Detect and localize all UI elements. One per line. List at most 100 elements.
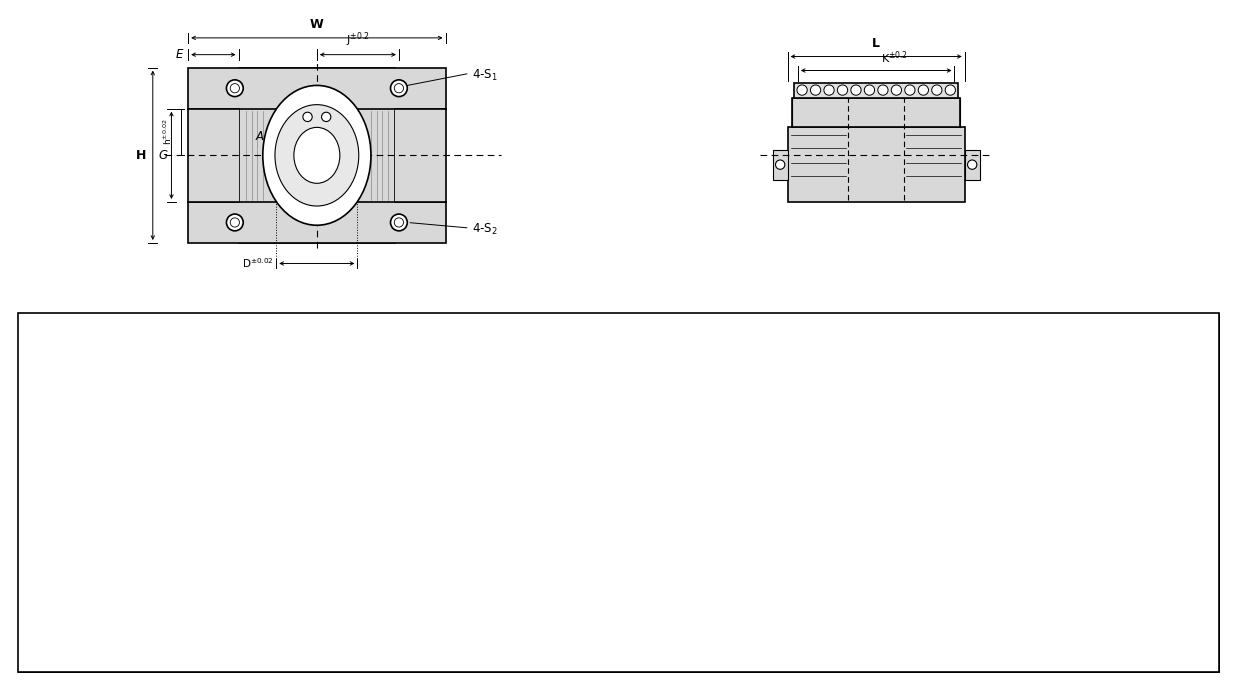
Text: 51,5: 51,5 bbox=[658, 552, 683, 562]
Bar bbox=[300, 544, 389, 569]
Bar bbox=[389, 621, 469, 646]
Bar bbox=[756, 442, 811, 468]
Text: 10: 10 bbox=[897, 603, 910, 613]
Bar bbox=[220, 417, 300, 442]
Bar bbox=[19, 493, 117, 518]
Text: 6: 6 bbox=[900, 424, 906, 434]
Bar bbox=[811, 468, 872, 493]
Bar bbox=[389, 391, 469, 417]
Text: 50: 50 bbox=[1184, 527, 1198, 536]
Bar bbox=[117, 468, 220, 493]
Text: 33: 33 bbox=[835, 475, 848, 486]
Bar bbox=[525, 595, 579, 621]
Text: 18: 18 bbox=[721, 399, 735, 409]
Bar bbox=[117, 595, 220, 621]
Bar bbox=[19, 391, 117, 417]
Bar bbox=[700, 569, 756, 595]
Bar bbox=[300, 493, 389, 518]
Text: LM40UU: LM40UU bbox=[146, 628, 191, 638]
Text: 30: 30 bbox=[1184, 399, 1198, 409]
Text: 42: 42 bbox=[603, 450, 616, 460]
Circle shape bbox=[824, 85, 834, 95]
Bar bbox=[935, 518, 1029, 544]
Text: 78: 78 bbox=[663, 628, 678, 638]
Text: 42: 42 bbox=[721, 552, 735, 562]
Bar bbox=[811, 544, 872, 569]
Text: 78: 78 bbox=[603, 578, 616, 587]
Bar bbox=[872, 544, 935, 569]
Text: 24: 24 bbox=[721, 450, 735, 460]
Bar bbox=[872, 569, 935, 595]
Text: SC12UU: SC12UU bbox=[46, 450, 90, 460]
Text: 18: 18 bbox=[777, 603, 790, 613]
Bar bbox=[469, 442, 525, 468]
Bar bbox=[1109, 569, 1163, 595]
Text: 24,5: 24,5 bbox=[716, 475, 741, 486]
Bar bbox=[1163, 518, 1219, 544]
Text: 1370: 1370 bbox=[330, 527, 358, 536]
Bar bbox=[389, 493, 469, 518]
Bar bbox=[700, 364, 756, 391]
Text: 26: 26 bbox=[663, 424, 678, 434]
Text: 60: 60 bbox=[1129, 603, 1144, 613]
Text: 61: 61 bbox=[545, 654, 559, 664]
Text: 80: 80 bbox=[1129, 654, 1144, 664]
Text: 17: 17 bbox=[545, 399, 559, 409]
Bar bbox=[117, 442, 220, 468]
Bar bbox=[469, 391, 525, 417]
Text: L: L bbox=[872, 37, 881, 50]
Text: J$^{±0.2}$: J$^{±0.2}$ bbox=[346, 31, 369, 49]
Text: 26: 26 bbox=[489, 552, 504, 562]
Text: H: H bbox=[666, 371, 676, 384]
Text: 18: 18 bbox=[1129, 399, 1144, 409]
Bar bbox=[872, 364, 935, 391]
Bar bbox=[811, 493, 872, 518]
Text: LM12UU: LM12UU bbox=[146, 450, 191, 460]
Bar bbox=[1163, 493, 1219, 518]
Bar bbox=[640, 338, 700, 364]
Bar bbox=[117, 621, 220, 646]
Bar bbox=[389, 338, 469, 391]
Text: 70: 70 bbox=[835, 603, 848, 613]
Text: 36: 36 bbox=[1184, 450, 1198, 460]
Text: 68: 68 bbox=[663, 603, 678, 613]
Text: LM25UU: LM25UU bbox=[146, 552, 191, 562]
Text: 72: 72 bbox=[1184, 578, 1199, 587]
Text: h$^{±0.02}$: h$^{±0.02}$ bbox=[162, 119, 174, 145]
Bar bbox=[579, 646, 640, 672]
Text: 59,5: 59,5 bbox=[658, 578, 683, 587]
Bar bbox=[469, 569, 525, 595]
Bar bbox=[700, 544, 756, 569]
Text: 11: 11 bbox=[777, 527, 790, 536]
Text: 1570: 1570 bbox=[330, 552, 358, 562]
Text: D: D bbox=[547, 371, 557, 384]
Text: 1180: 1180 bbox=[330, 501, 358, 511]
Text: 34: 34 bbox=[489, 603, 504, 613]
Bar bbox=[300, 391, 389, 417]
Circle shape bbox=[905, 85, 915, 95]
Bar bbox=[300, 417, 389, 442]
Bar bbox=[1029, 417, 1109, 442]
Bar bbox=[300, 646, 389, 672]
Text: 8: 8 bbox=[779, 475, 787, 486]
Bar bbox=[389, 468, 469, 493]
Bar bbox=[579, 569, 640, 595]
Bar bbox=[1029, 468, 1109, 493]
Bar bbox=[469, 646, 525, 672]
Text: C (N): C (N) bbox=[243, 371, 277, 384]
Text: 52: 52 bbox=[422, 399, 436, 409]
Text: G: G bbox=[158, 149, 168, 162]
Text: 26: 26 bbox=[1129, 475, 1144, 486]
Bar bbox=[19, 417, 117, 442]
Circle shape bbox=[230, 218, 240, 227]
Bar bbox=[469, 364, 525, 391]
Bar bbox=[389, 646, 469, 672]
Bar bbox=[579, 595, 640, 621]
Bar bbox=[1029, 518, 1109, 544]
Text: 102: 102 bbox=[659, 654, 680, 664]
Bar bbox=[1163, 391, 1219, 417]
Text: 5,75: 5,75 bbox=[890, 450, 915, 460]
Text: 882: 882 bbox=[249, 527, 270, 536]
Text: 67: 67 bbox=[1184, 552, 1198, 562]
Bar bbox=[1163, 442, 1219, 468]
